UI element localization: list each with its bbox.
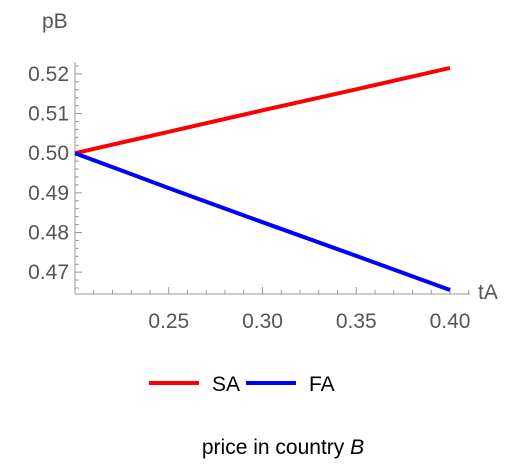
- y-tick-label: 0.52: [28, 63, 69, 86]
- y-tick-label: 0.50: [28, 142, 69, 165]
- y-axis-label: pB: [42, 10, 68, 33]
- y-tick-label: 0.49: [28, 182, 69, 205]
- caption-prefix: price in country: [201, 436, 351, 459]
- axes: [74, 62, 470, 295]
- caption-emphasis: B: [350, 436, 365, 459]
- series-line-sa: [74, 65, 451, 156]
- legend: SA FA: [149, 373, 335, 396]
- legend-label-sa: SA: [212, 373, 240, 396]
- axis-ticks: [74, 65, 470, 294]
- x-tick-label: 0.30: [242, 310, 283, 333]
- legend-label-fa: FA: [309, 373, 335, 396]
- x-tick-label: 0.25: [148, 310, 189, 333]
- series-line-fa: [74, 151, 451, 292]
- chart-caption: price in country B: [48, 436, 518, 460]
- y-tick-label: 0.47: [28, 261, 69, 284]
- series-lines: [74, 65, 451, 292]
- tick-labels: 0.47 0.48 0.49 0.50 0.51 0.52 0.25 0.30 0.35 0.40: [28, 63, 470, 333]
- line-chart: 0.47 0.48 0.49 0.50 0.51 0.52 0.25 0.30 0.35 0.40…: [28, 10, 498, 396]
- y-tick-label: 0.51: [28, 103, 69, 126]
- x-tick-label: 0.35: [336, 310, 377, 333]
- x-tick-label: 0.40: [430, 310, 471, 333]
- x-axis-label: tA: [478, 281, 498, 304]
- y-tick-label: 0.48: [28, 222, 69, 245]
